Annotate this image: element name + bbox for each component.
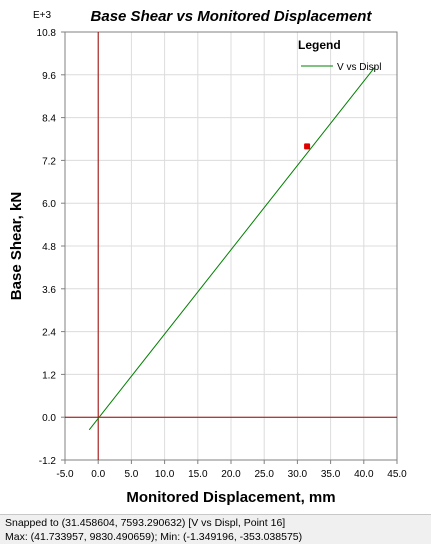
y-tick-label: 6.0	[42, 199, 56, 210]
legend: Legend V vs Displ	[298, 38, 381, 73]
legend-title: Legend	[298, 38, 341, 52]
y-tick-label: 9.6	[42, 71, 56, 82]
x-tick-label: 45.0	[387, 469, 407, 480]
y-tick-label: -1.2	[39, 456, 57, 467]
x-tick-label: 35.0	[321, 469, 341, 480]
y-tick-label: 1.2	[42, 370, 56, 381]
x-tick-label: 20.0	[221, 469, 241, 480]
y-tick-label: 4.8	[42, 242, 56, 253]
y-tick-labels: -1.2 0.0 1.2 2.4 3.6 4.8 6.0 7.2 8.4 9.6 10.8	[37, 28, 57, 467]
y-tick-label: 8.4	[42, 114, 56, 125]
series-line	[88, 66, 376, 431]
x-tick-label: 30.0	[288, 469, 308, 480]
series-layer	[88, 66, 376, 431]
status-snapped-text: Snapped to (31.458604, 7593.290632) [V v…	[5, 517, 286, 529]
x-tick-label: 25.0	[254, 469, 274, 480]
snapped-point-marker	[304, 143, 311, 150]
x-tick-label: 5.0	[124, 469, 138, 480]
x-axis-label: Monitored Displacement, mm	[126, 489, 335, 506]
x-tick-label: -5.0	[56, 469, 74, 480]
plot-window[interactable]: -5.0 0.0 5.0 10.0 15.0 20.0 25.0 30.0 35.0 40.0 45…	[0, 0, 431, 514]
grid-lines	[61, 31, 398, 464]
zero-axes	[65, 32, 397, 460]
status-max-min-text: Max: (41.733957, 9830.490659); Min: (-1.…	[5, 531, 303, 543]
x-tick-label: 15.0	[188, 469, 208, 480]
status-bar: Snapped to (31.458604, 7593.290632) [V v…	[0, 514, 431, 544]
y-multiplier-label: E+3	[33, 10, 52, 21]
x-tick-label: 0.0	[91, 469, 105, 480]
chart-title: Base Shear vs Monitored Displacement	[91, 8, 373, 25]
legend-entry-label: V vs Displ	[337, 62, 381, 73]
y-tick-label: 3.6	[42, 285, 56, 296]
y-tick-label: 0.0	[42, 413, 56, 424]
y-tick-label: 10.8	[37, 28, 57, 39]
y-tick-label: 2.4	[42, 328, 56, 339]
chart[interactable]: -5.0 0.0 5.0 10.0 15.0 20.0 25.0 30.0 35.0 40.0 45…	[0, 0, 431, 514]
x-tick-labels: -5.0 0.0 5.0 10.0 15.0 20.0 25.0 30.0 35.0 40.0 45…	[56, 469, 407, 480]
x-tick-label: 10.0	[155, 469, 175, 480]
x-tick-label: 40.0	[354, 469, 374, 480]
y-axis-label: Base Shear, kN	[8, 192, 25, 300]
y-tick-label: 7.2	[42, 156, 56, 167]
plot-frame	[64, 31, 398, 461]
